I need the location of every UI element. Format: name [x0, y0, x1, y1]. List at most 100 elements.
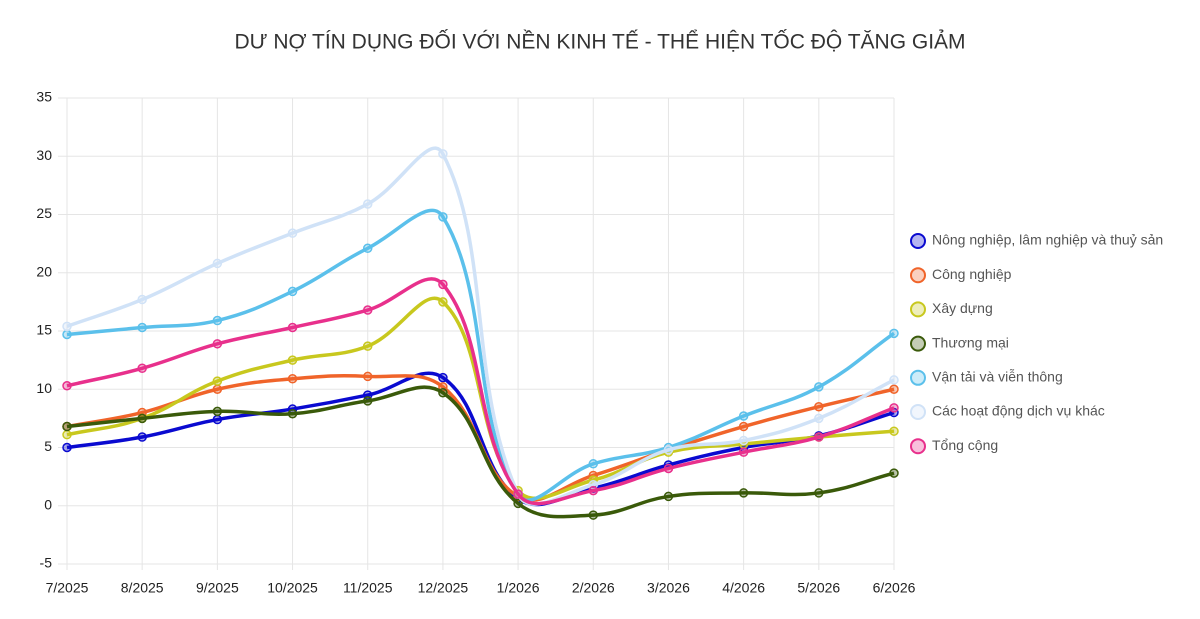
legend-marker: [910, 438, 926, 455]
data-point: [738, 411, 749, 421]
y-tick-label: 25: [36, 205, 52, 221]
data-point: [287, 374, 298, 384]
y-tick-label: 15: [36, 322, 52, 338]
data-point: [889, 403, 899, 413]
data-point: [438, 297, 448, 307]
data-point: [137, 363, 147, 374]
data-point: [889, 384, 899, 394]
data-point: [814, 432, 824, 442]
x-tick-label: 3/2026: [647, 580, 690, 596]
data-point: [889, 426, 899, 436]
data-point: [287, 286, 298, 297]
legend-marker: [910, 233, 926, 249]
x-tick-label: 9/2025: [196, 580, 239, 596]
legend-label: Tổng cộng: [932, 437, 998, 453]
data-point: [212, 406, 223, 417]
data-point: [137, 432, 147, 442]
data-point: [137, 322, 147, 333]
data-point: [287, 322, 298, 333]
data-point: [438, 212, 448, 222]
data-point: [438, 387, 448, 398]
data-point: [212, 258, 223, 269]
chart-title: DƯ NỢ TÍN DỤNG ĐỐI VỚI NỀN KINH TẾ - THỂ…: [234, 30, 965, 54]
x-tick-label: 8/2025: [121, 580, 164, 596]
data-point: [738, 488, 749, 498]
data-point: [663, 491, 674, 502]
data-point: [889, 328, 899, 339]
data-point: [814, 488, 824, 498]
data-point: [362, 341, 373, 351]
data-point: [738, 435, 749, 446]
legend-marker: [910, 404, 926, 420]
data-point: [212, 339, 223, 349]
data-point: [212, 414, 223, 425]
x-tick-label: 10/2025: [267, 580, 318, 596]
data-point: [513, 489, 523, 499]
data-point: [588, 459, 599, 469]
data-point: [438, 149, 448, 159]
data-point: [137, 294, 147, 305]
data-point: [362, 371, 373, 382]
data-point: [889, 375, 899, 385]
legend-label: Thương mại: [932, 334, 1009, 350]
data-point: [738, 421, 749, 432]
data-point: [814, 413, 824, 424]
data-point: [62, 381, 72, 391]
data-point: [62, 321, 72, 332]
x-tick-label: 7/2025: [46, 580, 89, 596]
data-point: [62, 429, 72, 440]
legend-marker: [910, 335, 926, 352]
data-point: [588, 485, 599, 496]
x-tick-label: 1/2026: [497, 580, 540, 596]
y-tick-label: -5: [40, 555, 53, 571]
x-tick-label: 2/2026: [572, 580, 615, 596]
legend-marker: [910, 369, 926, 386]
y-tick-label: 0: [44, 496, 52, 512]
data-point: [814, 382, 824, 392]
legend-label: Công nghiệp: [932, 266, 1012, 282]
legend-label: Các hoạt động dịch vụ khác: [932, 403, 1105, 419]
data-point: [212, 315, 223, 326]
data-point: [588, 510, 599, 520]
data-point: [663, 463, 674, 474]
y-tick-label: 10: [36, 380, 52, 396]
y-tick-label: 5: [44, 438, 52, 454]
x-tick-label: 4/2026: [722, 580, 765, 596]
series-line: [66, 208, 896, 502]
legend-marker: [910, 267, 926, 284]
data-point: [62, 329, 72, 340]
data-point: [212, 384, 223, 394]
y-tick-label: 30: [36, 147, 52, 163]
x-tick-label: 5/2026: [797, 580, 840, 596]
legend-label: Nông nghiệp, lâm nghiệp và thuỷ sản: [932, 232, 1163, 248]
series-line: [66, 146, 895, 506]
data-point: [814, 401, 824, 412]
data-point: [362, 243, 373, 254]
data-point: [362, 199, 373, 209]
data-point: [287, 228, 298, 238]
data-point: [889, 468, 899, 478]
legend-marker: [910, 301, 926, 318]
x-tick-label: 11/2025: [343, 580, 393, 596]
series-line: [66, 277, 895, 506]
x-tick-label: 12/2025: [418, 580, 469, 596]
data-point: [212, 376, 223, 386]
data-point: [62, 421, 72, 432]
y-tick-label: 20: [36, 263, 52, 279]
data-point: [438, 279, 448, 290]
data-point: [362, 396, 373, 406]
series-line: [66, 385, 895, 519]
data-point: [62, 442, 72, 453]
legend-label: Xây dựng: [932, 300, 993, 316]
data-point: [513, 498, 523, 509]
y-tick-label: 35: [36, 89, 52, 105]
data-point: [287, 408, 298, 419]
data-point: [663, 445, 674, 455]
data-point: [137, 413, 147, 424]
data-point: [438, 372, 448, 383]
x-tick-label: 6/2026: [873, 580, 916, 596]
data-point: [738, 447, 749, 457]
legend-label: Vận tải và viễn thông: [932, 369, 1063, 385]
data-point: [362, 305, 373, 315]
